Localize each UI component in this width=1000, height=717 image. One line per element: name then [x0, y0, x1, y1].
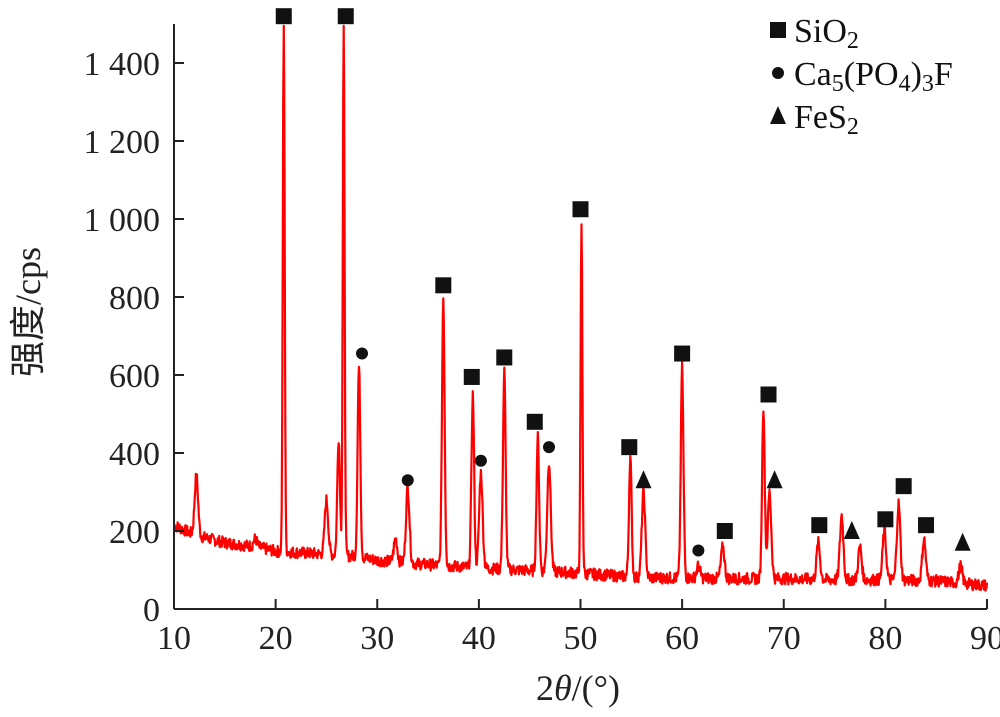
sio2-marker	[496, 349, 513, 366]
plot-area	[173, 24, 989, 592]
sio2-marker	[337, 8, 354, 25]
y-tick-label: 800	[109, 280, 160, 317]
phase-markers	[275, 8, 971, 557]
legend-label: SiO2	[794, 13, 859, 54]
y-tick-label: 600	[109, 358, 160, 395]
x-tick-label: 80	[868, 620, 902, 657]
sio2-marker	[526, 413, 543, 430]
legend-label: FeS2	[794, 99, 859, 140]
sio2-marker	[621, 439, 638, 456]
sio2-marker	[811, 517, 828, 534]
fluorapatite-marker	[542, 441, 555, 454]
legend-triangle-marker	[770, 106, 786, 124]
fluorapatite-marker	[692, 544, 705, 557]
legend-square-marker	[770, 22, 786, 38]
sio2-marker	[716, 523, 733, 539]
axes: 10 20 30 40 50 60 70 80 90 0 200 400 600 800 1 000 1 20…	[84, 24, 1000, 657]
x-tick-label: 50	[564, 620, 598, 657]
fluorapatite-marker	[401, 474, 414, 487]
sio2-marker	[877, 511, 894, 528]
x-tick-label: 10	[157, 620, 191, 657]
sio2-marker	[275, 8, 292, 25]
y-tick-label: 1 200	[84, 124, 161, 161]
fes2-marker	[954, 532, 971, 551]
y-axis-title: 强度/cps	[8, 247, 48, 377]
x-tick-label: 70	[767, 620, 801, 657]
y-tick-label: 1 000	[84, 202, 161, 239]
y-tick-label: 400	[109, 436, 160, 473]
fes2-marker	[843, 521, 860, 539]
x-axis-title: 2θ/(°)	[536, 668, 620, 708]
legend-label: Ca5(PO4)3F	[794, 56, 953, 97]
y-tick-label: 0	[143, 592, 160, 629]
x-tick-label: 60	[665, 620, 699, 657]
legend-circle-marker	[772, 67, 784, 79]
x-tick-label: 90	[970, 620, 1000, 657]
sio2-marker	[572, 201, 589, 218]
x-tick-label: 20	[259, 620, 293, 657]
sio2-marker	[435, 277, 452, 294]
x-tick-label: 40	[462, 620, 496, 657]
sio2-marker	[918, 517, 935, 534]
sio2-marker	[674, 345, 691, 362]
y-tick-label: 1 400	[84, 46, 161, 83]
fluorapatite-marker	[356, 347, 369, 360]
sio2-marker	[463, 368, 480, 385]
x-tick-label: 30	[360, 620, 394, 657]
y-tick-label: 200	[109, 514, 160, 551]
fes2-marker	[766, 470, 783, 489]
sio2-marker	[760, 386, 777, 403]
series-line	[173, 24, 989, 592]
fes2-marker	[635, 470, 652, 489]
sio2-marker	[895, 478, 912, 495]
fluorapatite-marker	[474, 454, 487, 467]
